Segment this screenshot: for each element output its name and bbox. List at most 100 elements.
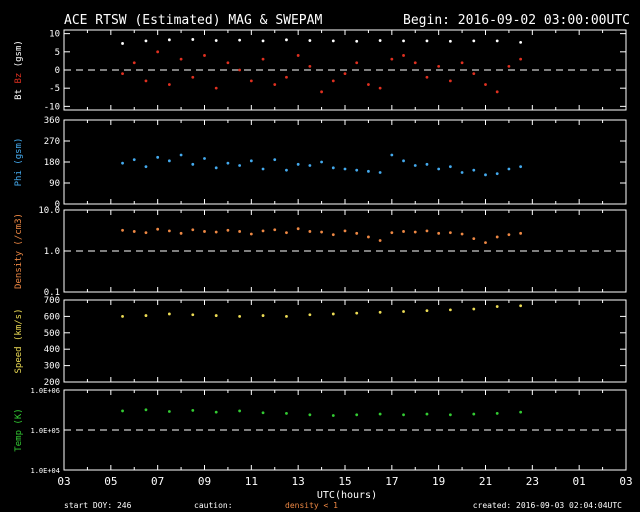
data-point bbox=[519, 40, 523, 44]
data-point bbox=[413, 230, 417, 234]
data-point bbox=[191, 228, 195, 232]
y-tick-label: 500 bbox=[44, 329, 60, 339]
data-point bbox=[226, 228, 230, 232]
x-axis: 03 05 07 09 11 13 15 17 19 21 23 01 03 bbox=[57, 475, 632, 488]
data-point bbox=[355, 39, 359, 43]
y-tick-label: 270 bbox=[44, 137, 60, 147]
panels: 10 5 0 -5 -10 Bt Bz (gsm) 360 270 180 90 0 Phi (gsm… bbox=[14, 29, 627, 475]
data-point bbox=[472, 72, 476, 76]
data-point bbox=[390, 231, 394, 235]
y-tick-label: 1.0E+05 bbox=[30, 427, 60, 435]
y-axis-label: Bt Bz (gsm) bbox=[14, 40, 24, 100]
y-tick-label: 0 bbox=[55, 66, 60, 76]
data-point bbox=[132, 158, 136, 162]
data-point bbox=[261, 167, 265, 171]
data-point bbox=[238, 409, 242, 413]
data-point bbox=[367, 169, 370, 173]
data-point bbox=[378, 39, 382, 42]
y-axis-label-part: Speed bbox=[14, 346, 24, 373]
data-point bbox=[167, 83, 171, 86]
data-point bbox=[191, 408, 195, 412]
y-axis-label: Speed (km/s) bbox=[14, 308, 24, 373]
data-point bbox=[472, 412, 476, 416]
data-point bbox=[285, 168, 288, 172]
y-tick-label: 600 bbox=[44, 312, 60, 322]
x-tick-label: 05 bbox=[104, 475, 117, 488]
data-point bbox=[472, 237, 476, 241]
data-point bbox=[132, 230, 136, 233]
data-point bbox=[519, 410, 523, 414]
y-tick-label: 0 bbox=[55, 200, 60, 210]
data-point bbox=[367, 83, 370, 86]
data-point bbox=[495, 90, 499, 94]
y-tick-label: -5 bbox=[49, 84, 60, 94]
data-point bbox=[390, 153, 394, 157]
data-point bbox=[249, 79, 253, 83]
plot-title: ACE RTSW (Estimated) MAG & SWEPAM bbox=[64, 13, 322, 28]
data-point bbox=[167, 159, 171, 163]
x-tick-label: 21 bbox=[479, 475, 492, 488]
y-tick-label: 1.0E+06 bbox=[30, 387, 60, 395]
data-point bbox=[214, 166, 218, 170]
data-point bbox=[179, 57, 183, 61]
data-point bbox=[484, 241, 487, 245]
data-point bbox=[507, 64, 511, 68]
data-point bbox=[331, 39, 335, 43]
data-point bbox=[249, 159, 253, 163]
data-point bbox=[203, 54, 206, 57]
data-point bbox=[472, 168, 476, 172]
x-tick-label: 15 bbox=[338, 475, 351, 488]
data-point bbox=[238, 164, 242, 167]
data-point bbox=[144, 79, 148, 83]
data-point bbox=[285, 315, 288, 318]
data-point bbox=[331, 233, 335, 237]
data-point bbox=[437, 231, 441, 235]
data-point bbox=[308, 230, 312, 233]
data-point bbox=[121, 409, 124, 413]
y-axis-label-part: Bz bbox=[14, 73, 24, 89]
data-point bbox=[448, 165, 452, 169]
data-point bbox=[249, 232, 253, 236]
data-point bbox=[495, 412, 499, 415]
data-point bbox=[261, 229, 265, 233]
data-point bbox=[448, 308, 452, 312]
data-point bbox=[460, 171, 464, 174]
x-tick-label: 19 bbox=[432, 475, 445, 488]
y-axis-label-part: (km/s) bbox=[14, 308, 24, 346]
data-point bbox=[308, 39, 312, 42]
data-point bbox=[448, 231, 452, 235]
data-point bbox=[484, 173, 487, 177]
data-point bbox=[519, 304, 523, 308]
data-point bbox=[214, 410, 218, 414]
data-point bbox=[425, 229, 429, 233]
y-tick-label: 10.0 bbox=[38, 206, 60, 216]
start-doy: start DOY: 246 bbox=[64, 501, 132, 510]
x-tick-label: 23 bbox=[526, 475, 539, 488]
data-point bbox=[203, 157, 206, 160]
data-point bbox=[214, 230, 218, 234]
data-point bbox=[331, 166, 335, 170]
x-tick-label: 17 bbox=[385, 475, 398, 488]
data-point bbox=[226, 61, 230, 65]
data-point bbox=[132, 61, 136, 65]
series-bz bbox=[121, 50, 523, 94]
data-point bbox=[144, 314, 148, 317]
y-tick-label: 180 bbox=[44, 158, 60, 168]
data-point bbox=[191, 162, 195, 166]
data-point bbox=[273, 228, 277, 232]
data-point bbox=[425, 412, 429, 416]
y-axis-label-part: Temp bbox=[14, 430, 24, 452]
data-point bbox=[472, 39, 476, 43]
x-tick-label: 11 bbox=[245, 475, 258, 488]
y-tick-label: 10 bbox=[49, 30, 60, 40]
data-point bbox=[214, 39, 218, 42]
data-point bbox=[144, 408, 148, 412]
data-point bbox=[519, 165, 523, 169]
series-density bbox=[121, 227, 523, 245]
panel-frame bbox=[63, 29, 627, 111]
data-point bbox=[144, 39, 148, 43]
y-tick-label: 90 bbox=[49, 179, 60, 189]
data-point bbox=[156, 155, 160, 159]
data-point bbox=[238, 315, 242, 318]
data-point bbox=[448, 413, 452, 417]
